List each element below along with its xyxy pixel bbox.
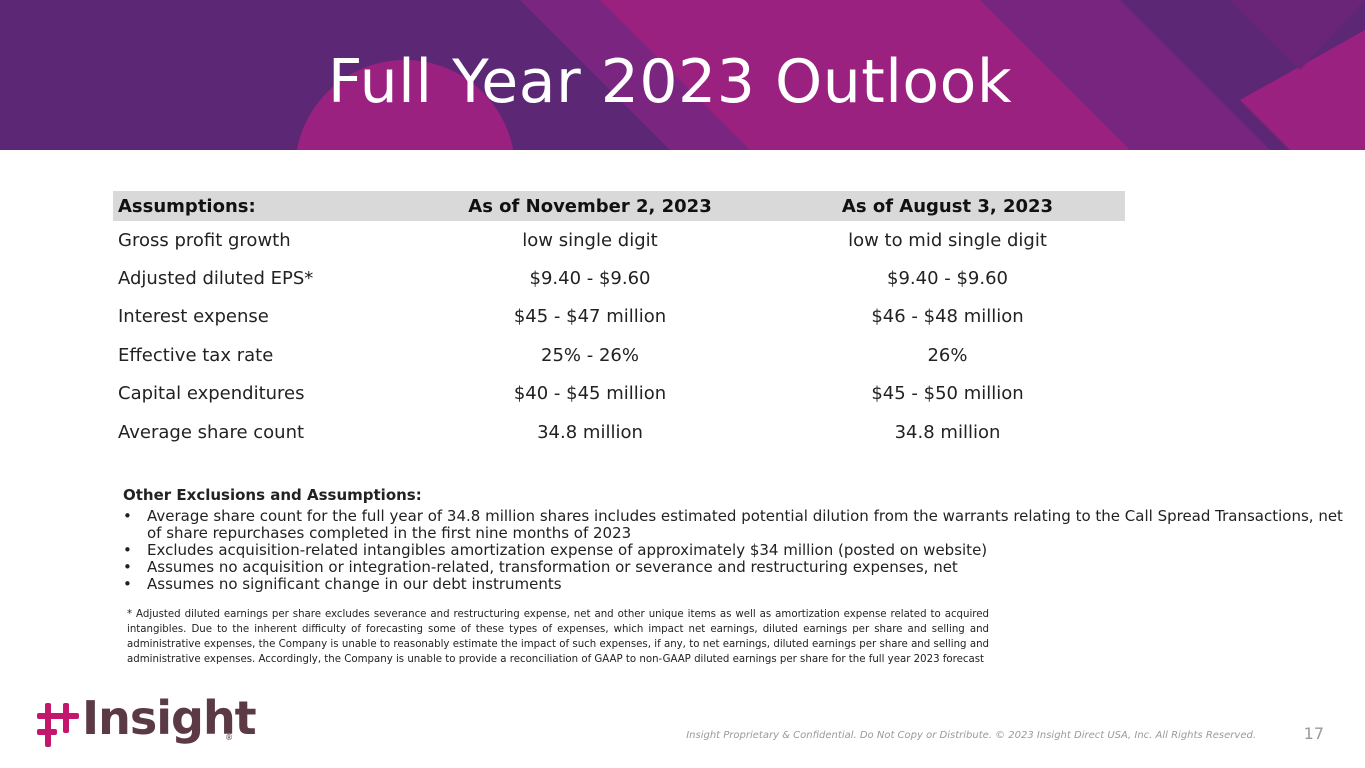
bullet-icon: •: [123, 541, 132, 559]
list-item-text: Assumes no acquisition or integration-re…: [147, 558, 958, 576]
table-row: Adjusted diluted EPS* $9.40 - $9.60 $9.4…: [113, 259, 1125, 297]
table-row: Gross profit growth low single digit low…: [113, 221, 1125, 259]
row-label: Interest expense: [118, 306, 269, 328]
row-label: Capital expenditures: [118, 383, 305, 405]
bullet-icon: •: [123, 575, 132, 593]
list-item-text: Excludes acquisition-related intangibles…: [147, 541, 988, 559]
row-value-august: $46 - $48 million: [871, 306, 1024, 328]
other-exclusions-heading: Other Exclusions and Assumptions:: [123, 486, 422, 504]
list-item: • Average share count for the full year o…: [123, 508, 1353, 542]
row-value-november: $9.40 - $9.60: [529, 268, 651, 290]
table-header-row: Assumptions: As of November 2, 2023 As o…: [113, 191, 1125, 221]
row-value-august: 26%: [927, 344, 968, 366]
row-value-august: low to mid single digit: [848, 229, 1047, 251]
row-label: Effective tax rate: [118, 344, 274, 366]
row-value-november: $40 - $45 million: [513, 383, 667, 405]
page-number: 17: [1303, 724, 1324, 743]
outlook-table: Assumptions: As of November 2, 2023 As o…: [113, 191, 1125, 451]
table-row: Effective tax rate 25% - 26% 26%: [113, 336, 1125, 374]
row-value-november: low single digit: [522, 229, 658, 251]
table-row: Interest expense $45 - $47 million $46 -…: [113, 298, 1125, 336]
legal-notice: Insight Proprietary & Confidential. Do N…: [686, 730, 1256, 741]
table-row: Average share count 34.8 million 34.8 mi…: [113, 413, 1125, 451]
row-value-august: $9.40 - $9.60: [887, 268, 1008, 290]
row-value-november: 25% - 26%: [541, 344, 639, 366]
header-august: As of August 3, 2023: [770, 191, 1125, 221]
row-value-november: $45 - $47 million: [513, 306, 667, 328]
other-exclusions-section: Other Exclusions and Assumptions: • Avera…: [123, 486, 1353, 593]
row-value-november: 34.8 million: [537, 421, 643, 443]
row-label: Adjusted diluted EPS*: [118, 268, 314, 290]
insight-logo-text: Insight: [82, 691, 257, 745]
list-item: • Excludes acquisition-related intangible…: [123, 542, 1353, 559]
header-assumptions: Assumptions:: [113, 191, 410, 221]
list-item: • Assumes no significant change in our de…: [123, 576, 1353, 593]
banner-shapes-graphic: [0, 0, 1365, 150]
header-november: As of November 2, 2023: [410, 191, 770, 221]
bullet-icon: •: [123, 558, 132, 576]
row-value-august: $45 - $50 million: [871, 383, 1024, 405]
other-exclusions-list: • Average share count for the full year o…: [123, 508, 1353, 593]
list-item: • Assumes no acquisition or integration-r…: [123, 559, 1353, 576]
table-row: Capital expenditures $40 - $45 million $…: [113, 375, 1125, 413]
list-item-text: Assumes no significant change in our deb…: [147, 575, 562, 593]
insight-logo-icon: [37, 703, 79, 747]
row-label: Average share count: [118, 421, 305, 443]
list-item-text: Average share count for the full year of…: [147, 507, 1343, 542]
page-title: Full Year 2023 Outlook: [327, 47, 1013, 117]
eps-footnote: * Adjusted diluted earnings per share ex…: [127, 609, 989, 665]
bullet-icon: •: [123, 507, 132, 525]
row-value-august: 34.8 million: [894, 421, 1001, 443]
row-label: Gross profit growth: [118, 229, 291, 251]
header-banner: Full Year 2023 Outlook: [0, 0, 1365, 150]
registered-mark: ®: [225, 733, 233, 742]
